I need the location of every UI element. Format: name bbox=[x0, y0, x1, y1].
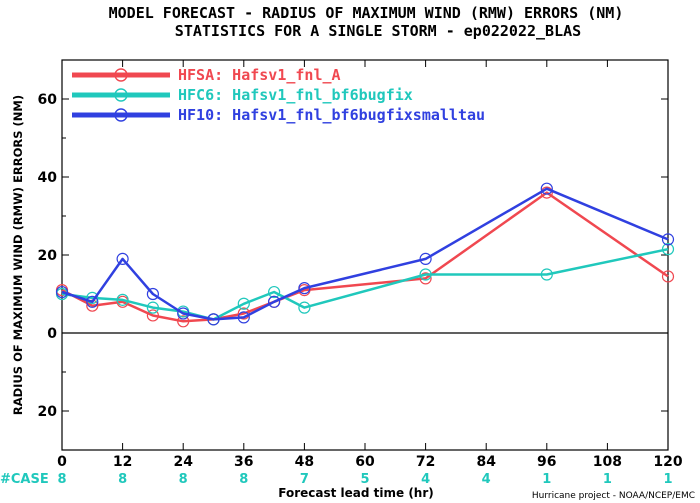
data-point bbox=[116, 293, 129, 306]
x-axis-label: Forecast lead time (hr) bbox=[278, 486, 434, 500]
y-tick-label: 20 bbox=[38, 248, 58, 264]
data-point bbox=[268, 295, 281, 308]
case-counts: 8 8 8 8 7 5 4 4 1 1 1 bbox=[57, 472, 672, 487]
data-point bbox=[86, 291, 99, 304]
credit-text: Hurricane project - NOAA/NCEP/EMC bbox=[532, 491, 695, 501]
data-point bbox=[661, 243, 675, 256]
legend-label: HF10: Hafsv1_fnl_bf6bugfixsmalltau bbox=[178, 106, 485, 124]
axes: 0 12 24 36 48 60 72 84 96 108 120 20 0 20 40 60 bbox=[38, 60, 683, 470]
x-tick-label: 0 bbox=[57, 454, 67, 470]
x-tick-label: 36 bbox=[234, 454, 253, 470]
data-point bbox=[146, 287, 159, 301]
data-point bbox=[237, 311, 250, 324]
x-tick-label: 24 bbox=[173, 454, 193, 470]
data-point bbox=[207, 313, 220, 326]
data-point bbox=[177, 307, 190, 320]
series-3 bbox=[55, 182, 675, 326]
data-point bbox=[661, 233, 675, 246]
chart-subtitle: STATISTICS FOR A SINGLE STORM - ep022022… bbox=[175, 22, 581, 40]
case-count: 8 bbox=[57, 472, 66, 487]
x-tick-label: 120 bbox=[653, 454, 682, 470]
legend: HFSA: Hafsv1_fnl_A HFC6: Hafsv1_fnl_bf6bu… bbox=[72, 66, 485, 124]
case-label: #CASE bbox=[0, 472, 49, 487]
x-tick-label: 60 bbox=[355, 454, 375, 470]
data-point bbox=[146, 309, 159, 322]
x-tick-label: 72 bbox=[416, 454, 435, 470]
y-tick-label: 40 bbox=[38, 170, 58, 186]
case-count: 5 bbox=[360, 472, 369, 487]
case-count: 4 bbox=[421, 472, 430, 487]
x-tick-label: 96 bbox=[537, 454, 556, 470]
data-point bbox=[661, 270, 675, 283]
legend-marker bbox=[114, 108, 128, 122]
y-tick-label: 60 bbox=[38, 92, 58, 108]
chart-title: MODEL FORECAST - RADIUS OF MAXIMUM WIND … bbox=[109, 4, 624, 22]
data-point bbox=[298, 301, 311, 314]
data-point bbox=[237, 297, 250, 310]
series-line bbox=[61, 187, 669, 321]
data-point bbox=[177, 315, 190, 328]
legend-marker bbox=[114, 88, 128, 102]
data-point bbox=[268, 285, 281, 299]
x-tick-label: 12 bbox=[113, 454, 132, 470]
case-count: 1 bbox=[663, 472, 672, 487]
case-count: 1 bbox=[542, 472, 551, 487]
data-point bbox=[146, 301, 159, 314]
x-tick-label: 84 bbox=[476, 454, 496, 470]
data-point bbox=[540, 182, 553, 195]
case-count: 8 bbox=[118, 472, 127, 487]
data-point bbox=[116, 252, 129, 265]
case-count: 4 bbox=[482, 472, 491, 487]
case-count: 1 bbox=[603, 472, 612, 487]
series-lines bbox=[55, 182, 675, 328]
y-axis-label: RADIUS OF MAXIMUM WIND (RMW) ERRORS (NM) bbox=[11, 95, 25, 415]
x-tick-label: 48 bbox=[295, 454, 314, 470]
data-point bbox=[86, 295, 99, 308]
data-point bbox=[419, 268, 432, 281]
data-point bbox=[298, 282, 311, 295]
x-tick-label: 108 bbox=[593, 454, 622, 470]
case-count: 7 bbox=[300, 472, 309, 487]
legend-label: HFC6: Hafsv1_fnl_bf6bugfix bbox=[178, 86, 413, 104]
data-point bbox=[55, 285, 69, 299]
y-tick-label: 0 bbox=[47, 326, 57, 342]
case-count: 8 bbox=[239, 472, 248, 487]
y-tick-label: 20 bbox=[38, 404, 58, 420]
data-point bbox=[540, 268, 553, 281]
case-count: 8 bbox=[179, 472, 188, 487]
legend-marker bbox=[114, 68, 128, 82]
data-point bbox=[419, 272, 432, 285]
data-point bbox=[419, 252, 432, 265]
legend-label: HFSA: Hafsv1_fnl_A bbox=[178, 66, 341, 84]
